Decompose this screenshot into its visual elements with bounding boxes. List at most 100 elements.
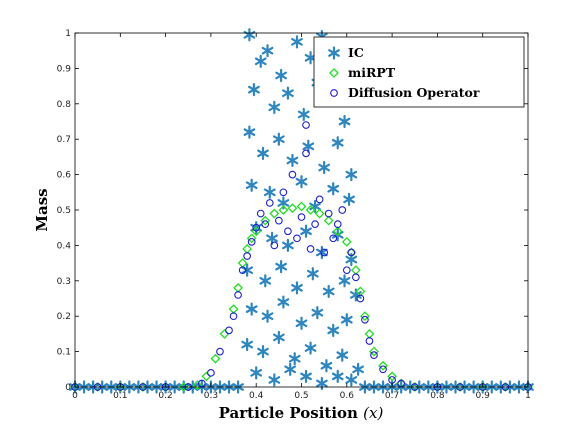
diffusion-operator-point xyxy=(352,273,360,282)
mirpt-point xyxy=(369,346,379,357)
ic-point xyxy=(343,192,355,206)
mirpt-point xyxy=(269,208,280,219)
ic-point xyxy=(241,263,254,277)
x-tick-label: 0.6 xyxy=(340,391,355,401)
ic-point xyxy=(272,132,285,146)
legend: IC miRPT Diffusion Operator xyxy=(313,36,525,108)
ic-point xyxy=(327,182,340,196)
ic-point xyxy=(268,100,281,114)
ic-point xyxy=(331,136,344,150)
mirpt-point xyxy=(246,233,257,244)
x-tick-label: 0 xyxy=(72,391,78,401)
diffusion-operator-point xyxy=(302,149,310,158)
x-tick-label: 0.3 xyxy=(204,391,218,401)
y-tick-label: 1 xyxy=(65,29,71,39)
y-tick-label: 0 xyxy=(65,383,71,393)
diffusion-operator-point xyxy=(225,326,233,335)
diffusion-operator-point xyxy=(342,266,351,275)
mirpt-point xyxy=(178,382,189,392)
ic-point xyxy=(291,281,303,295)
legend-swatches xyxy=(328,46,340,97)
mirpt-point xyxy=(192,380,203,391)
ic-point xyxy=(275,260,287,274)
axis-ticks: 0 0.1 0.2 0.3 0.4 0.5 0.6 0.7 0.8 0.9 1 0 0.1 0.2 0.3 0… xyxy=(57,29,531,401)
ic-point xyxy=(241,337,254,352)
y-tick-label: 0.5 xyxy=(57,206,71,216)
ic-point xyxy=(250,366,263,380)
diffusion-operator-point xyxy=(284,227,292,236)
ic-point xyxy=(331,369,344,383)
diffusion-operator-point xyxy=(365,337,374,345)
mirpt-point xyxy=(278,205,289,215)
ic-point xyxy=(261,44,274,58)
ic-point xyxy=(345,373,358,387)
ic-point xyxy=(257,146,269,160)
x-tick-label: 0.4 xyxy=(249,391,264,401)
diffusion-operator-point xyxy=(324,209,333,218)
ic-point xyxy=(440,380,453,394)
diffusion-operator-point xyxy=(252,223,261,232)
diffusion-operator-point xyxy=(370,351,378,359)
ic-point xyxy=(320,359,333,373)
mirpt-point xyxy=(360,311,370,322)
ic-point xyxy=(263,185,276,199)
ic-point xyxy=(306,267,319,281)
x-tick-label: 0.1 xyxy=(113,391,127,401)
x-tick-label: 0.8 xyxy=(430,391,445,401)
diffusion-operator-point xyxy=(234,291,242,299)
legend-swatch-mirpt xyxy=(329,68,339,78)
legend-swatch-ic xyxy=(328,46,340,60)
ic-point xyxy=(336,348,349,362)
ic-point xyxy=(345,168,358,182)
ic-point xyxy=(352,362,364,376)
ic-point xyxy=(295,175,308,189)
ic-point xyxy=(295,316,308,330)
mirpt-point xyxy=(332,226,343,237)
ic-point xyxy=(368,380,380,394)
y-tick-label: 0.7 xyxy=(57,135,71,145)
diffusion-operator-point xyxy=(256,209,265,218)
diffusion-operator-point xyxy=(265,199,274,207)
mirpt-point xyxy=(378,360,388,371)
y-tick-label: 0.4 xyxy=(57,241,72,251)
ic-point xyxy=(245,178,258,192)
y-tick-label: 0.3 xyxy=(57,277,71,287)
x-axis-variable: (x) xyxy=(363,404,383,422)
mirpt-point xyxy=(260,215,271,226)
ic-point xyxy=(291,35,303,49)
y-tick-label: 0.1 xyxy=(57,348,71,358)
mirpt-point xyxy=(210,353,221,364)
mirpt-point xyxy=(219,328,230,339)
ic-point xyxy=(248,83,260,97)
x-axis-label: Particle Position (x) xyxy=(219,404,384,422)
ic-point xyxy=(214,380,226,394)
ic-point xyxy=(359,380,371,394)
diffusion-operator-point xyxy=(270,241,279,250)
x-tick-label: 1 xyxy=(525,391,531,401)
ic-point xyxy=(327,323,340,337)
ic-point xyxy=(232,380,244,394)
ic-point xyxy=(284,362,297,376)
diffusion-operator-point xyxy=(288,170,297,179)
legend-box xyxy=(313,36,525,108)
legend-label-mirpt: miRPT xyxy=(348,65,396,80)
y-tick-label: 0.9 xyxy=(57,64,72,74)
mirpt-point xyxy=(387,371,398,382)
ic-point xyxy=(282,86,294,100)
ic-point xyxy=(288,352,301,366)
ic-point xyxy=(277,295,290,309)
mirpt-point xyxy=(314,208,325,219)
ic-point xyxy=(105,380,118,394)
ic-point xyxy=(257,345,269,359)
diffusion-operator-point xyxy=(379,365,387,374)
diffusion-operator-point xyxy=(261,220,270,229)
ic-point xyxy=(322,284,335,299)
mirpt-point xyxy=(201,371,212,382)
ic-point xyxy=(282,238,294,252)
diffusion-operator-point xyxy=(320,248,329,257)
ic-point xyxy=(286,153,299,168)
mirpt-point xyxy=(323,215,334,226)
legend-swatch-diffusion-operator xyxy=(330,89,338,97)
ic-point xyxy=(268,373,281,387)
